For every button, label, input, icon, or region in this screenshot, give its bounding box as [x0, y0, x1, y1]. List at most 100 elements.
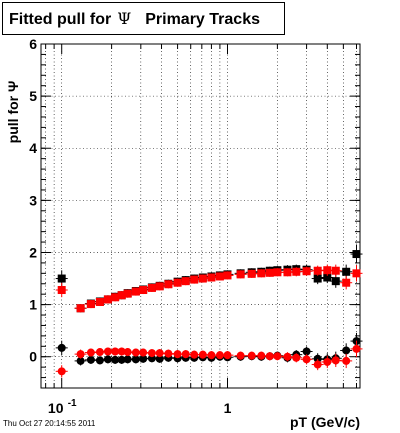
data-point [342, 278, 351, 287]
plot-frame [40, 43, 361, 389]
data-point [352, 250, 361, 259]
data-point [331, 277, 340, 286]
y-axis-label: pull for Ψ [5, 81, 21, 144]
y-tick-label: 2 [29, 244, 37, 260]
data-point [111, 347, 120, 356]
title-psi-symbol: Ψ [117, 9, 132, 28]
data-point [223, 271, 232, 280]
data-point [76, 350, 85, 359]
data-point [198, 350, 207, 359]
data-point [155, 349, 164, 358]
data-point [117, 355, 126, 364]
data-point [313, 266, 322, 275]
y-tick-label: 6 [29, 36, 37, 52]
data-point [117, 347, 126, 356]
data-point [139, 354, 148, 363]
data-point [57, 274, 66, 283]
data-point [131, 348, 140, 357]
data-point [247, 269, 256, 278]
timestamp-footer: Thu Oct 27 20:14:55 2011 [3, 419, 96, 428]
data-point [302, 267, 311, 276]
data-point [302, 355, 311, 364]
data-point [95, 298, 104, 306]
data-point [313, 360, 322, 369]
data-point [173, 278, 182, 287]
data-point [123, 348, 132, 357]
data-point [86, 300, 95, 309]
data-point [223, 351, 232, 360]
data-point [139, 286, 148, 295]
data-layer [55, 244, 363, 378]
data-point [103, 347, 112, 356]
data-point [57, 367, 66, 376]
x-axis-label: pT (GeV/c) [290, 414, 360, 430]
data-point [103, 295, 112, 304]
data-point [103, 355, 112, 364]
data-point [323, 273, 332, 282]
ticks-layer: 0 1 2 3 4 5 6 10 -1 1 [29, 36, 360, 416]
data-point [283, 268, 292, 277]
data-point [323, 266, 332, 275]
y-tick-label: 0 [29, 349, 37, 365]
data-point [131, 355, 140, 364]
data-point [95, 356, 104, 365]
data-point [95, 348, 104, 357]
data-point [323, 357, 332, 366]
x-tick-label-exponent: -1 [68, 398, 77, 409]
title-prefix: Fitted pull for [9, 11, 112, 28]
data-point [236, 351, 245, 360]
data-point [313, 354, 322, 363]
data-point [181, 350, 190, 359]
chart-title: Fitted pull for Ψ Primary Tracks [2, 2, 285, 35]
data-point [147, 283, 156, 292]
data-point [352, 344, 361, 353]
data-point [117, 291, 126, 300]
data-point [123, 289, 132, 298]
data-point [292, 353, 301, 362]
data-series-3 [55, 340, 363, 378]
data-point [352, 269, 361, 278]
data-point [236, 270, 245, 279]
data-point [265, 352, 274, 361]
data-point [273, 352, 282, 361]
data-point [164, 280, 173, 289]
data-point [57, 343, 66, 352]
data-point [155, 354, 164, 363]
data-point [111, 355, 120, 364]
data-point [207, 351, 216, 360]
title-suffix: Primary Tracks [145, 11, 260, 28]
data-point [76, 356, 85, 365]
data-point [139, 348, 148, 357]
data-point [265, 268, 274, 277]
y-tick-label: 4 [29, 140, 37, 156]
data-point [155, 282, 164, 291]
x-tick-label: 1 [224, 400, 232, 416]
data-point [190, 275, 199, 284]
data-point [247, 351, 256, 360]
data-point [342, 356, 351, 365]
data-point [257, 269, 266, 278]
data-point [111, 293, 120, 302]
y-tick-label: 5 [29, 88, 37, 104]
y-tick-label: 3 [29, 192, 37, 208]
data-point [257, 351, 266, 360]
data-point [207, 273, 216, 282]
data-point [76, 304, 85, 313]
data-point [283, 352, 292, 361]
data-point [164, 349, 173, 358]
data-point [331, 266, 340, 275]
data-point [123, 355, 132, 364]
data-point [215, 272, 224, 281]
data-point [131, 287, 140, 296]
data-series-1 [55, 264, 363, 313]
data-point [147, 349, 156, 358]
data-point [173, 350, 182, 359]
y-tick-label: 1 [29, 297, 37, 313]
data-point [342, 346, 351, 355]
data-point [190, 350, 199, 359]
x-tick-label: 10 [48, 400, 64, 416]
data-point [273, 268, 282, 277]
data-point [215, 351, 224, 360]
data-point [313, 274, 322, 283]
